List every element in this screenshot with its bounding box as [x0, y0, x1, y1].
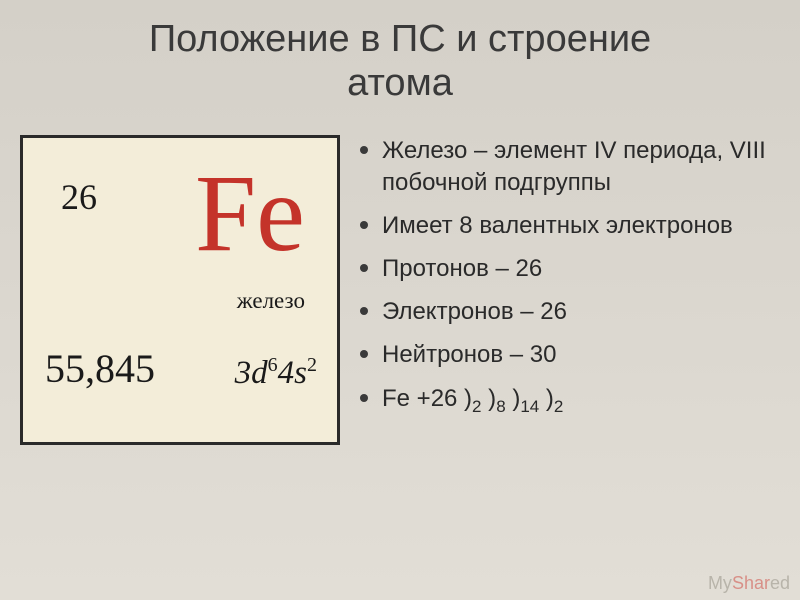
electron-config: 3d64s2 [235, 354, 317, 392]
bullet-text: Имеет 8 валентных электронов [382, 210, 780, 241]
list-item: Имеет 8 валентных электронов [360, 210, 780, 241]
bullet-icon [360, 307, 368, 315]
element-name: железо [237, 288, 305, 314]
list-item: Fe +26 )2 )8 )14 )2 [360, 383, 780, 418]
config-d: 3d [235, 355, 268, 391]
list-item: Железо – элемент IV периода, VIII побочн… [360, 135, 780, 197]
watermark-part: My [708, 573, 732, 593]
shell-prefix: Fe +26 ) [382, 385, 472, 412]
list-item: Электронов – 26 [360, 296, 780, 327]
shell-sub: 8 [496, 396, 505, 415]
watermark-part: ed [770, 573, 790, 593]
shell-paren: ) [482, 385, 497, 412]
bullet-list: Железо – элемент IV периода, VIII побочн… [360, 135, 780, 445]
list-item: Протонов – 26 [360, 253, 780, 284]
title-line-1: Положение в ПС и строение [149, 18, 651, 60]
bullet-text: Нейтронов – 30 [382, 339, 780, 370]
bullet-icon [360, 264, 368, 272]
config-d-sup: 6 [268, 354, 278, 376]
list-item: Нейтронов – 30 [360, 339, 780, 370]
bullet-icon [360, 350, 368, 358]
watermark: MyShared [708, 573, 790, 594]
bullet-icon [360, 221, 368, 229]
bullet-text: Протонов – 26 [382, 253, 780, 284]
shell-paren: ) [539, 385, 554, 412]
config-s: 4s [278, 355, 307, 391]
shell-sub: 2 [554, 396, 563, 415]
shell-sub: 2 [472, 396, 481, 415]
page-title: Положение в ПС и строение атома [0, 0, 800, 105]
bullet-icon [360, 146, 368, 154]
config-s-sup: 2 [307, 354, 317, 376]
bullet-text: Железо – элемент IV периода, VIII побочн… [382, 135, 780, 197]
atomic-mass: 55,845 [45, 345, 155, 392]
watermark-part: Shar [732, 573, 770, 593]
title-line-2: атома [347, 62, 453, 104]
atomic-number: 26 [61, 176, 97, 218]
content-area: 26 Fe железо 55,845 3d64s2 Железо – элем… [0, 105, 800, 445]
bullet-icon [360, 394, 368, 402]
element-symbol: Fe [195, 158, 305, 268]
shell-sub: 14 [520, 396, 539, 415]
bullet-text: Электронов – 26 [382, 296, 780, 327]
periodic-element-box: 26 Fe железо 55,845 3d64s2 [20, 135, 340, 445]
bullet-text-shells: Fe +26 )2 )8 )14 )2 [382, 383, 780, 418]
shell-paren: ) [506, 385, 521, 412]
